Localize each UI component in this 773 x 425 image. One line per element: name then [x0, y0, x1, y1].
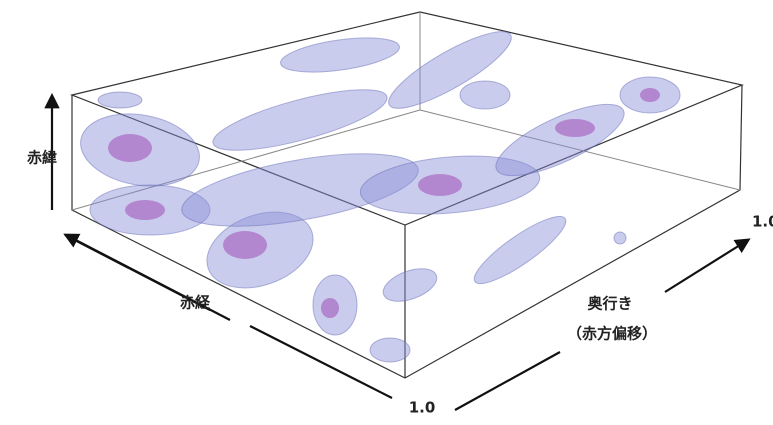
density-blob — [473, 215, 567, 285]
density-blob — [369, 337, 411, 363]
density-core — [555, 119, 595, 137]
density-core — [640, 88, 660, 102]
density-core — [418, 174, 462, 196]
ra-arrow-right — [249, 325, 393, 399]
dec-label: 赤緯 — [27, 149, 57, 167]
density-blob — [97, 91, 143, 109]
density-core — [223, 231, 267, 259]
depth-arrow-upper — [664, 238, 751, 293]
density-core — [321, 298, 339, 318]
density-structures — [80, 31, 681, 363]
volume-box — [69, 11, 744, 379]
density-blob — [280, 37, 400, 73]
ra-arrow-line — [64, 234, 211, 311]
axes — [44, 92, 751, 411]
density-blob — [495, 103, 625, 177]
ra-label: 赤経 — [180, 294, 211, 312]
density-blob — [212, 89, 388, 151]
density-core — [108, 134, 152, 162]
right-tick: 1.0 — [752, 213, 773, 231]
depth-arrow-lower — [454, 351, 561, 411]
density-blob — [388, 31, 512, 109]
density-core — [125, 200, 165, 220]
density-blob — [382, 268, 438, 302]
density-blob — [459, 80, 511, 110]
depth-note: （赤方偏移） — [567, 325, 657, 343]
front-tick: 1.0 — [409, 399, 436, 417]
depth-label: 奥行き — [587, 295, 632, 313]
density-blob — [613, 231, 627, 245]
density-blob — [181, 153, 419, 227]
